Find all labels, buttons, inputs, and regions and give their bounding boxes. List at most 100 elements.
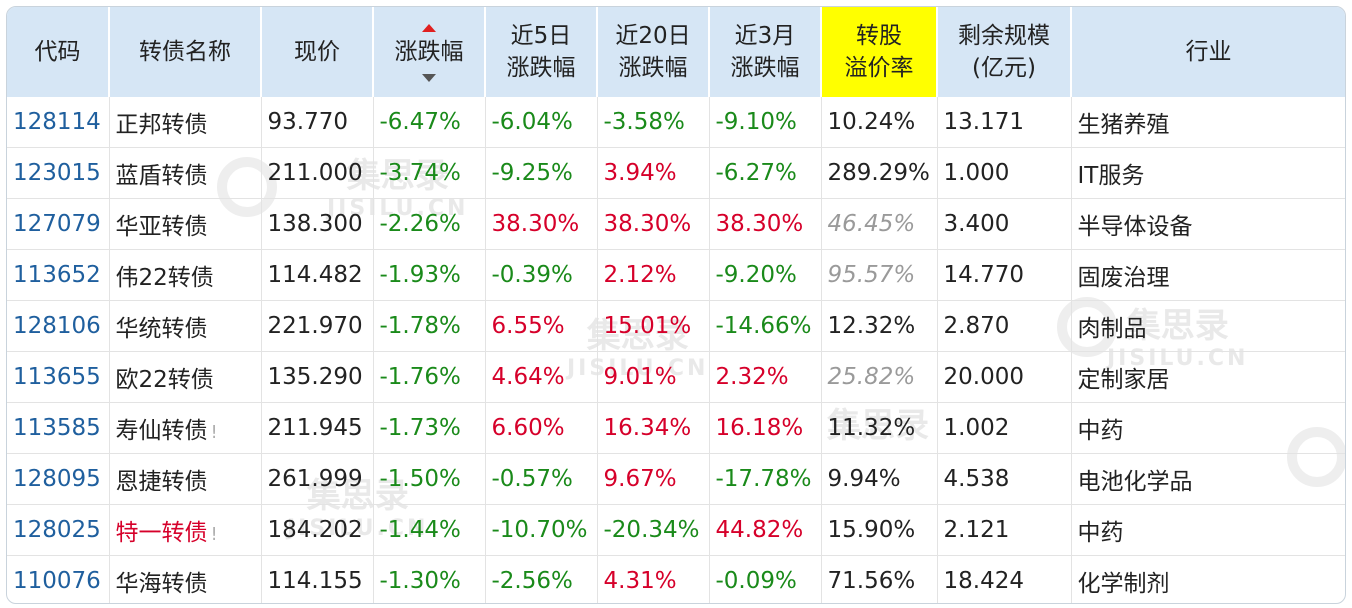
bond-name-text[interactable]: 特一转债: [115, 520, 208, 546]
bond-name[interactable]: 伟22转债: [109, 249, 262, 301]
premium-cell: 12.32%: [821, 300, 938, 352]
bond-name[interactable]: 欧22转债: [109, 351, 262, 403]
table-row[interactable]: 110076 华海转债 114.155 -1.30% -2.56% 4.31% -0.09%…: [7, 555, 1345, 603]
industry-cell: 中药: [1071, 504, 1345, 556]
bond-name-text[interactable]: 正邦转债: [115, 112, 208, 138]
price-cell: 135.290: [261, 351, 374, 403]
table-row[interactable]: 128106 华统转债 221.970 -1.78% 6.55% 15.01% -14.66…: [7, 300, 1345, 352]
table-row[interactable]: 128095 恩捷转债 261.999 -1.50% -0.57% 9.67% -17.78…: [7, 453, 1345, 505]
bond-code-link[interactable]: 128095: [7, 453, 110, 505]
bond-name-text[interactable]: 欧22转债: [115, 367, 214, 393]
header-label: 涨跌幅: [394, 39, 464, 65]
table-row[interactable]: 123015 蓝盾转债 211.000 -3.74% -9.25% 3.94% -6.27%…: [7, 147, 1345, 199]
bond-name-text[interactable]: 华亚转债: [115, 214, 208, 240]
change-cell: -1.30%: [373, 555, 486, 603]
change-20d-cell: 2.12%: [597, 249, 710, 301]
table-row[interactable]: 113655 欧22转债 135.290 -1.76% 4.64% 9.01% 2.32% 2…: [7, 351, 1345, 403]
change-3m-cell: -0.09%: [709, 555, 822, 603]
industry-cell: 固废治理: [1071, 249, 1345, 301]
bond-name-text[interactable]: 伟22转债: [115, 265, 214, 291]
change-20d-cell: 9.67%: [597, 453, 710, 505]
bond-code-link[interactable]: 113585: [7, 402, 110, 454]
bond-name[interactable]: 华统转债: [109, 300, 262, 352]
price-cell: 93.770: [261, 97, 374, 148]
header-label: 溢价率: [844, 55, 914, 81]
premium-cell: 95.57%: [821, 249, 938, 301]
header-label: 代码: [34, 39, 81, 65]
change-5d-cell: -2.56%: [485, 555, 598, 603]
header-change[interactable]: 涨跌幅: [373, 7, 486, 97]
bond-name[interactable]: 华亚转债: [109, 198, 262, 250]
bond-name[interactable]: 正邦转债: [109, 97, 262, 148]
header-price[interactable]: 现价: [261, 7, 374, 97]
bond-name[interactable]: 蓝盾转债: [109, 147, 262, 199]
bond-code-link[interactable]: 128106: [7, 300, 110, 352]
table-row[interactable]: 128025 特一转债! 184.202 -1.44% -10.70% -20.34% 44…: [7, 504, 1345, 556]
header-label: 转债名称: [139, 39, 231, 65]
change-5d-cell: -6.04%: [485, 97, 598, 148]
premium-cell: 25.82%: [821, 351, 938, 403]
bond-code-link[interactable]: 113652: [7, 249, 110, 301]
remaining-size-cell: 1.000: [937, 147, 1072, 199]
change-20d-cell: -3.58%: [597, 97, 710, 148]
table-row[interactable]: 113585 寿仙转债! 211.945 -1.73% 6.60% 16.34% 16.18…: [7, 402, 1345, 454]
bond-name[interactable]: 恩捷转债: [109, 453, 262, 505]
bond-name-text[interactable]: 华海转债: [115, 571, 208, 597]
header-industry[interactable]: 行业: [1071, 7, 1345, 97]
bond-name[interactable]: 特一转债!: [109, 504, 262, 556]
change-20d-cell: 4.31%: [597, 555, 710, 603]
bond-code-link[interactable]: 128114: [7, 97, 110, 148]
change-20d-cell: 38.30%: [597, 198, 710, 250]
header-label: 转股: [856, 23, 902, 49]
premium-cell: 15.90%: [821, 504, 938, 556]
header-change-20d[interactable]: 近20日涨跌幅: [597, 7, 710, 97]
bond-code-link[interactable]: 110076: [7, 555, 110, 603]
bond-name[interactable]: 寿仙转债!: [109, 402, 262, 454]
remaining-size-cell: 2.121: [937, 504, 1072, 556]
change-cell: -1.50%: [373, 453, 486, 505]
header-change-5d[interactable]: 近5日 涨跌幅: [485, 7, 598, 97]
sort-ascending-icon[interactable]: [422, 24, 436, 32]
industry-cell: 定制家居: [1071, 351, 1345, 403]
bond-code-link[interactable]: 127079: [7, 198, 110, 250]
change-5d-cell: 4.64%: [485, 351, 598, 403]
bond-name-text[interactable]: 华统转债: [115, 316, 208, 342]
header-label: 涨跌幅: [618, 55, 688, 81]
table-row[interactable]: 127079 华亚转债 138.300 -2.26% 38.30% 38.30% 38.30…: [7, 198, 1345, 250]
header-remaining-size[interactable]: 剩余规模 (亿元): [937, 7, 1072, 97]
header-bond-name[interactable]: 转债名称: [109, 7, 262, 97]
bond-code-link[interactable]: 113655: [7, 351, 110, 403]
remaining-size-cell: 20.000: [937, 351, 1072, 403]
header-change-3m[interactable]: 近3月 涨跌幅: [709, 7, 822, 97]
change-3m-cell: -9.10%: [709, 97, 822, 148]
header-label: 近20日: [615, 23, 691, 49]
premium-cell: 9.94%: [821, 453, 938, 505]
sort-descending-icon[interactable]: [422, 74, 436, 82]
bond-table-panel: 集思录 JISILU.CN 集思录 JISILU.CN 集思录 JISILU.C…: [6, 6, 1346, 604]
price-cell: 211.000: [261, 147, 374, 199]
bond-name-text[interactable]: 蓝盾转债: [115, 163, 208, 189]
price-cell: 211.945: [261, 402, 374, 454]
bond-name-text[interactable]: 寿仙转债: [115, 418, 208, 444]
bond-code-link[interactable]: 128025: [7, 504, 110, 556]
header-premium[interactable]: 转股 溢价率: [821, 7, 938, 97]
table-body: 128114 正邦转债 93.770 -6.47% -6.04% -3.58% -9.10%…: [7, 97, 1345, 603]
table-row[interactable]: 128114 正邦转债 93.770 -6.47% -6.04% -3.58% -9.10%…: [7, 97, 1345, 148]
bond-name-text[interactable]: 恩捷转债: [115, 469, 208, 495]
table-row[interactable]: 113652 伟22转债 114.482 -1.93% -0.39% 2.12% -9.20…: [7, 249, 1345, 301]
change-3m-cell: -17.78%: [709, 453, 822, 505]
change-20d-cell: 16.34%: [597, 402, 710, 454]
header-code[interactable]: 代码: [7, 7, 110, 97]
premium-cell: 71.56%: [821, 555, 938, 603]
remaining-size-cell: 3.400: [937, 198, 1072, 250]
change-cell: -2.26%: [373, 198, 486, 250]
change-5d-cell: 6.60%: [485, 402, 598, 454]
change-20d-cell: 3.94%: [597, 147, 710, 199]
premium-cell: 11.32%: [821, 402, 938, 454]
bond-name[interactable]: 华海转债: [109, 555, 262, 603]
change-cell: -1.73%: [373, 402, 486, 454]
bond-code-link[interactable]: 123015: [7, 147, 110, 199]
change-3m-cell: 2.32%: [709, 351, 822, 403]
header-label: 近3月: [734, 23, 796, 49]
change-cell: -1.78%: [373, 300, 486, 352]
